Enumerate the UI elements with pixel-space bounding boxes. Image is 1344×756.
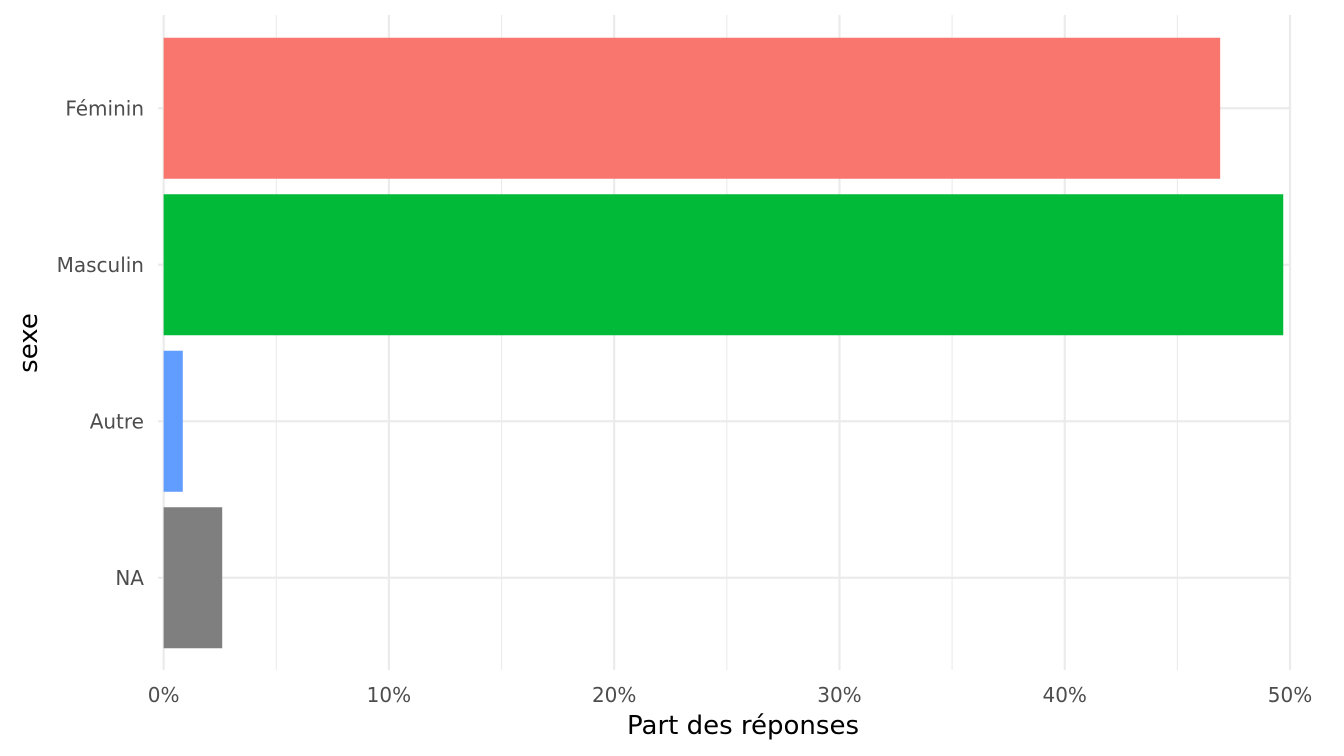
x-axis-title: Part des réponses: [627, 711, 859, 741]
y-tick-label: Autre: [90, 409, 144, 433]
bar-0: [163, 37, 1221, 179]
y-tick-label: Féminin: [65, 96, 144, 120]
y-tick-label: NA: [115, 566, 144, 590]
x-tick-labels: 0% 10% 20% 30% 40% 50%: [148, 683, 1312, 707]
bar-1: [163, 194, 1284, 336]
x-tick-label: 10%: [367, 683, 411, 707]
y-tick-labels: Féminin Masculin Autre NA: [57, 96, 145, 590]
x-tick-label: 30%: [817, 683, 861, 707]
x-tick-label: 50%: [1268, 683, 1312, 707]
x-tick-label: 40%: [1042, 683, 1086, 707]
x-tick-label: 0%: [148, 683, 180, 707]
y-tick-label: Masculin: [57, 253, 144, 277]
x-tick-label: 20%: [592, 683, 636, 707]
bars: [163, 37, 1284, 649]
bar-2: [163, 350, 183, 492]
y-axis-title: sexe: [14, 313, 44, 373]
bar-3: [163, 507, 223, 649]
